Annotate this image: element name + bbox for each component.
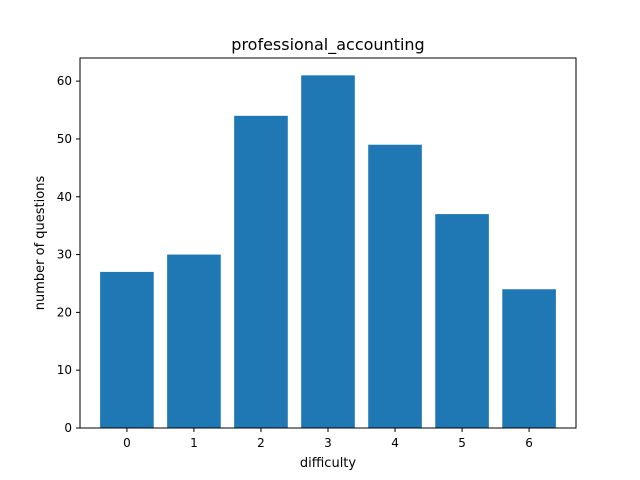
y-tick-label: 30 <box>57 248 72 262</box>
x-tick-label: 1 <box>190 436 198 450</box>
bar-5 <box>435 214 489 428</box>
bars-group <box>100 75 556 428</box>
y-tick-label: 20 <box>57 305 72 319</box>
y-tick-label: 50 <box>57 132 72 146</box>
x-tick-label: 4 <box>391 436 399 450</box>
x-tick-label: 0 <box>123 436 131 450</box>
x-tick-label: 3 <box>324 436 332 450</box>
bar-0 <box>100 271 154 428</box>
bar-2 <box>234 115 288 428</box>
y-axis-label: number of questions <box>33 176 48 311</box>
chart-title: professional_accounting <box>231 35 424 55</box>
x-tick-label: 5 <box>458 436 466 450</box>
y-tick-label: 0 <box>64 421 72 435</box>
bar-1 <box>167 254 221 428</box>
plot-frame <box>79 57 577 429</box>
bar-6 <box>502 289 556 428</box>
y-tick-label: 60 <box>57 74 72 88</box>
x-axis-label: difficulty <box>300 456 357 471</box>
bar-3 <box>301 75 355 428</box>
y-tick-label: 40 <box>57 190 72 204</box>
bar-4 <box>368 144 422 428</box>
y-tick-label: 10 <box>57 363 72 377</box>
x-tick-label: 6 <box>525 436 533 450</box>
x-tick-label: 2 <box>257 436 265 450</box>
